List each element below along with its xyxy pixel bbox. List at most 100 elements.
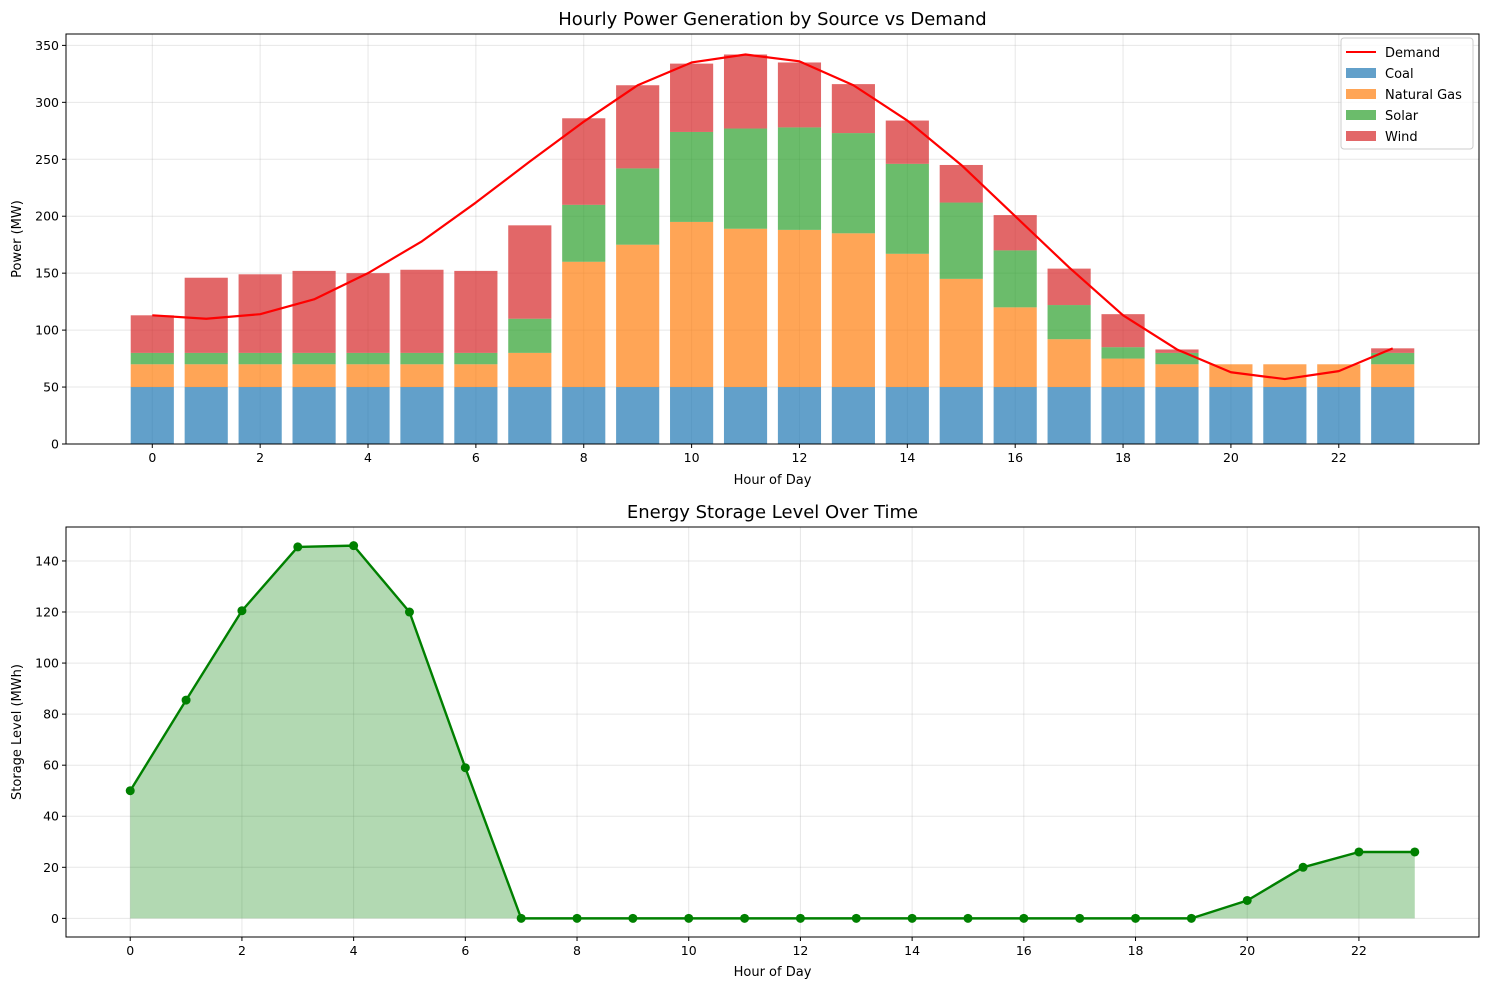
bar-wind-hour-9	[616, 85, 660, 169]
bar-coal-hour-11	[723, 387, 768, 444]
chart2-xtick-label-0: 0	[126, 943, 134, 958]
bar-natural-gas-hour-3	[292, 364, 336, 388]
chart2-xtick-label-9: 18	[1128, 943, 1144, 958]
bar-natural-gas-hour-1	[184, 364, 228, 388]
chart1-ytick-label-5: 250	[35, 152, 59, 167]
bar-wind-hour-19	[1155, 349, 1199, 353]
bar-coal-hour-9	[616, 387, 660, 444]
chart2-ytick-label-7: 140	[35, 553, 59, 568]
bar-natural-gas-hour-16	[993, 307, 1037, 388]
bar-solar-hour-4	[346, 352, 390, 365]
bar-natural-gas-hour-12	[777, 229, 822, 388]
bar-wind-hour-7	[508, 225, 552, 319]
storage-point-hour-1	[181, 695, 191, 705]
bar-natural-gas-hour-17	[1047, 339, 1091, 388]
bar-coal-hour-13	[831, 387, 875, 444]
bar-wind-hour-23	[1371, 348, 1415, 353]
storage-point-hour-19	[1186, 913, 1196, 923]
chart2-xtick-label-10: 20	[1239, 943, 1255, 958]
chart1-ytick-label-6: 300	[35, 95, 59, 110]
storage-point-hour-10	[684, 913, 694, 923]
chart1-x-ticks: 0 2 4 6 8 10 12 14 16 18 20 22	[148, 444, 1347, 465]
bar-coal-hour-6	[454, 387, 498, 444]
bar-wind-hour-5	[400, 269, 444, 353]
storage-point-hour-0	[125, 786, 135, 796]
chart2-x-axis-label: Hour of Day	[734, 965, 812, 980]
bar-natural-gas-hour-14	[885, 253, 929, 388]
bar-wind-hour-14	[885, 120, 929, 164]
chart1-xtick-label-2: 4	[364, 450, 372, 465]
legend-natural-gas-label: Natural Gas	[1385, 88, 1462, 103]
bar-coal-hour-18	[1101, 387, 1145, 444]
bar-solar-hour-16	[993, 250, 1037, 308]
storage-point-hour-3	[293, 542, 303, 552]
bar-solar-hour-11	[723, 128, 768, 229]
chart1-ytick-label-2: 100	[35, 323, 59, 338]
chart1-ytick-label-1: 50	[43, 380, 59, 395]
storage-point-hour-12	[795, 913, 805, 923]
bar-coal-hour-10	[670, 387, 714, 444]
chart2-xtick-label-6: 12	[792, 943, 808, 958]
chart1-xtick-label-8: 16	[1007, 450, 1023, 465]
chart1-xtick-label-0: 0	[148, 450, 156, 465]
bar-solar-hour-6	[454, 352, 498, 365]
chart1-y-axis-label: Power (MW)	[10, 200, 25, 278]
bar-wind-hour-16	[993, 215, 1037, 251]
bar-solar-hour-9	[616, 168, 660, 245]
chart1-xtick-label-6: 12	[792, 450, 808, 465]
bar-coal-hour-22	[1317, 387, 1361, 444]
legend-coal-swatch	[1346, 68, 1376, 78]
chart1-xtick-label-5: 10	[684, 450, 700, 465]
storage-point-hour-4	[349, 541, 359, 551]
power-generation-chart: Hourly Power Generation by Source vs Dem…	[10, 9, 1480, 488]
bar-coal-hour-14	[885, 387, 929, 444]
chart2-ytick-label-2: 40	[43, 809, 59, 824]
bar-natural-gas-hour-23	[1371, 364, 1415, 388]
bar-coal-hour-12	[777, 387, 822, 444]
chart2-ytick-label-3: 60	[43, 758, 59, 773]
chart1-axes-frame	[65, 33, 1480, 445]
bar-natural-gas-hour-4	[346, 364, 390, 388]
legend-wind-swatch	[1346, 131, 1376, 141]
storage-point-hour-7	[516, 913, 526, 923]
bar-wind-hour-15	[939, 164, 983, 203]
bar-coal-hour-21	[1263, 387, 1307, 444]
chart2-title: Energy Storage Level Over Time	[627, 502, 918, 523]
chart1-ytick-label-7: 350	[35, 38, 59, 53]
bar-natural-gas-hour-21	[1263, 364, 1307, 388]
bar-coal-hour-23	[1371, 387, 1415, 444]
chart1-ytick-label-0: 0	[51, 437, 59, 452]
storage-point-hour-20	[1242, 895, 1252, 905]
legend-coal-label: Coal	[1385, 67, 1414, 82]
bar-natural-gas-hour-19	[1155, 364, 1199, 388]
bar-wind-hour-17	[1047, 268, 1091, 306]
bar-solar-hour-18	[1101, 347, 1145, 359]
bar-natural-gas-hour-11	[723, 228, 768, 388]
bar-natural-gas-hour-0	[130, 364, 174, 388]
bar-natural-gas-hour-22	[1317, 364, 1361, 388]
chart2-y-ticks: 0 20 40 60 80 100 120 140	[35, 553, 66, 926]
bar-natural-gas-hour-6	[454, 364, 498, 388]
chart2-xtick-label-11: 22	[1351, 943, 1367, 958]
chart1-ytick-label-4: 200	[35, 209, 59, 224]
chart2-xtick-label-1: 2	[238, 943, 246, 958]
bar-wind-hour-12	[777, 62, 822, 128]
storage-point-hour-13	[851, 913, 861, 923]
storage-point-hour-17	[1075, 913, 1085, 923]
chart2-axes-frame	[65, 526, 1480, 938]
chart1-demand-line	[152, 53, 1394, 381]
bar-coal-hour-3	[292, 387, 336, 444]
chart2-ytick-label-1: 20	[43, 860, 59, 875]
storage-fill-area	[130, 545, 1415, 919]
bar-coal-hour-1	[184, 387, 228, 444]
bar-wind-hour-6	[454, 270, 498, 353]
storage-point-hour-9	[628, 913, 638, 923]
legend-box	[1340, 37, 1474, 150]
bar-solar-hour-19	[1155, 352, 1199, 365]
bar-solar-hour-10	[670, 131, 714, 222]
legend-solar-swatch	[1346, 110, 1376, 120]
chart2-area	[125, 541, 1420, 923]
bar-natural-gas-hour-18	[1101, 358, 1145, 388]
bar-coal-hour-5	[400, 387, 444, 444]
